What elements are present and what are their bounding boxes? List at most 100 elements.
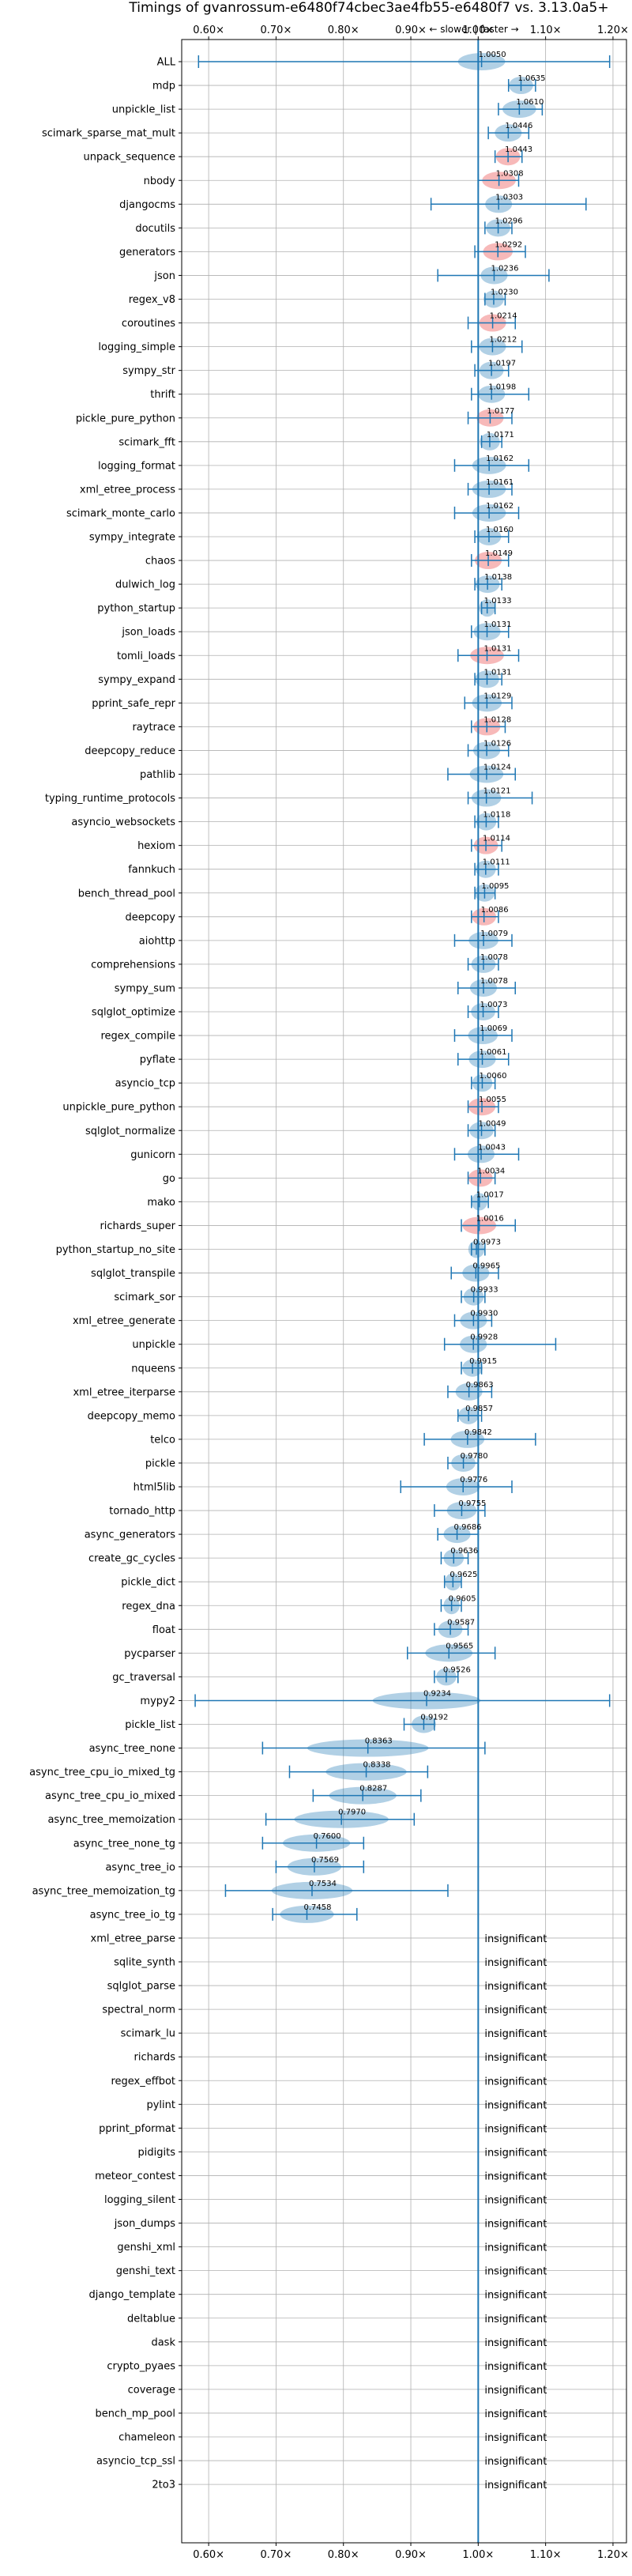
- row-label: scimark_lu: [121, 2028, 175, 2040]
- row-label: xml_etree_parse: [91, 1933, 175, 1944]
- row-label: sqlglot_parse: [107, 1981, 175, 1993]
- x-tick-label-top: 1.20×: [597, 25, 629, 36]
- value-label: 1.0016: [476, 1214, 504, 1223]
- x-tick-label-top: 1.00×: [462, 25, 494, 36]
- row-label: nqueens: [131, 1363, 175, 1375]
- value-label: 0.9192: [420, 1714, 448, 1722]
- value-label: 1.0308: [496, 169, 524, 178]
- row-label: create_gc_cycles: [88, 1553, 175, 1565]
- row-label: xml_etree_process: [80, 484, 175, 496]
- row-label: xml_etree_generate: [73, 1315, 175, 1327]
- insignificant-label: insignificant: [484, 2171, 547, 2182]
- row-label: async_tree_io_tg: [90, 1909, 175, 1921]
- row-label: thrift: [150, 389, 175, 401]
- insignificant-label: insignificant: [484, 2123, 547, 2135]
- row-label: regex_dna: [122, 1601, 175, 1612]
- chart-title: Timings of gvanrossum-e6480f74cbec3ae4fb…: [128, 0, 608, 16]
- row-label: async_tree_none_tg: [73, 1838, 175, 1850]
- value-label: 1.0050: [479, 51, 506, 59]
- row-label: richards: [134, 2052, 176, 2064]
- row-label: nbody: [144, 175, 176, 187]
- direction-label: ← slower | faster →: [429, 24, 518, 35]
- row-label: logging_silent: [104, 2194, 175, 2206]
- value-label: 0.9842: [465, 1428, 492, 1437]
- value-label: 0.9755: [458, 1499, 486, 1508]
- row-label: sympy_str: [122, 365, 175, 377]
- row-label: asyncio_tcp_ssl: [96, 2456, 175, 2468]
- value-label: 1.0292: [495, 240, 522, 249]
- insignificant-label: insignificant: [484, 2337, 547, 2349]
- row-label: pprint_safe_repr: [92, 698, 175, 710]
- x-tick-label-bottom: 0.60×: [193, 2549, 224, 2561]
- row-label: gunicorn: [130, 1149, 175, 1161]
- insignificant-label: insignificant: [484, 2408, 547, 2420]
- value-label: 0.9915: [469, 1357, 497, 1366]
- value-label: 1.0171: [487, 431, 514, 439]
- row-label: pickle_pure_python: [76, 413, 175, 424]
- row-label: unpack_sequence: [83, 152, 175, 164]
- row-label: richards_super: [100, 1220, 175, 1232]
- row-label: chaos: [145, 556, 175, 568]
- insignificant-label: insignificant: [484, 2456, 547, 2468]
- insignificant-label: insignificant: [484, 2266, 547, 2278]
- row-label: async_tree_io: [105, 1861, 175, 1873]
- value-label: 0.9973: [473, 1239, 501, 1247]
- row-label: bench_mp_pool: [95, 2408, 175, 2419]
- row-label: pylint: [146, 2099, 175, 2111]
- row-label: float: [152, 1624, 175, 1636]
- row-label: coroutines: [122, 318, 175, 330]
- row-label: async_tree_none: [89, 1743, 175, 1755]
- value-label: 1.0138: [484, 573, 512, 582]
- value-label: 0.7600: [314, 1832, 341, 1841]
- row-label: sqlglot_normalize: [85, 1126, 175, 1137]
- row-label: typing_runtime_protocols: [45, 793, 175, 805]
- value-label: 1.0212: [489, 336, 517, 345]
- value-label: 1.0078: [480, 977, 508, 986]
- row-label: 2to3: [152, 2480, 175, 2491]
- row-label: sympy_expand: [98, 674, 175, 686]
- row-label: aiohttp: [139, 935, 175, 947]
- row-label: regex_compile: [100, 1031, 175, 1043]
- row-label: logging_format: [98, 460, 175, 472]
- value-label: 0.9863: [466, 1381, 494, 1390]
- value-label: 1.0114: [483, 835, 510, 843]
- insignificant-label: insignificant: [484, 2005, 547, 2016]
- value-label: 0.7569: [311, 1856, 339, 1865]
- value-label: 1.0443: [505, 145, 532, 154]
- row-label: mdp: [152, 81, 175, 92]
- insignificant-label: insignificant: [484, 2361, 547, 2373]
- row-label: raytrace: [132, 722, 175, 734]
- value-label: 1.0129: [483, 692, 511, 700]
- row-label: deepcopy_reduce: [85, 745, 175, 757]
- value-label: 1.0131: [484, 620, 512, 629]
- value-label: 1.0034: [477, 1167, 505, 1175]
- insignificant-label: insignificant: [484, 2290, 547, 2302]
- insignificant-label: insignificant: [484, 2028, 547, 2040]
- row-label: scimark_sparse_mat_mult: [42, 128, 175, 140]
- row-labels: ALL mdp unpickle_list scimark_sparse_mat_mu…: [29, 57, 182, 2491]
- row-label: python_startup: [97, 603, 175, 615]
- row-label: bench_thread_pool: [78, 888, 175, 900]
- row-label: json: [153, 270, 175, 282]
- value-label: 0.9780: [461, 1452, 488, 1461]
- row-label: scimark_sor: [114, 1292, 175, 1303]
- x-tick-label-bottom: 0.90×: [395, 2549, 427, 2561]
- value-label: 1.0126: [483, 739, 511, 748]
- row-label: scimark_fft: [118, 436, 175, 448]
- row-label: async_tree_memoization: [47, 1814, 175, 1826]
- value-label: 1.0610: [516, 98, 544, 107]
- value-label: 0.7534: [309, 1880, 337, 1888]
- row-label: crypto_pyaes: [107, 2360, 175, 2372]
- insignificant-label: insignificant: [484, 2052, 547, 2064]
- row-label: pyflate: [140, 1054, 175, 1066]
- value-label: 1.0160: [486, 526, 514, 534]
- value-label: 1.0049: [479, 1119, 506, 1128]
- x-ticks: 0.60× 0.60× 0.70× 0.70× 0.80× 0.80× 0.90× 0.90×…: [193, 25, 629, 2561]
- value-label: 1.0073: [480, 1001, 508, 1009]
- insignificant-label: insignificant: [484, 2147, 547, 2159]
- value-label: 0.8338: [363, 1761, 391, 1770]
- value-label: 1.0060: [479, 1072, 506, 1081]
- x-tick-label-top: 0.70×: [261, 25, 292, 36]
- row-label: logging_simple: [98, 341, 175, 353]
